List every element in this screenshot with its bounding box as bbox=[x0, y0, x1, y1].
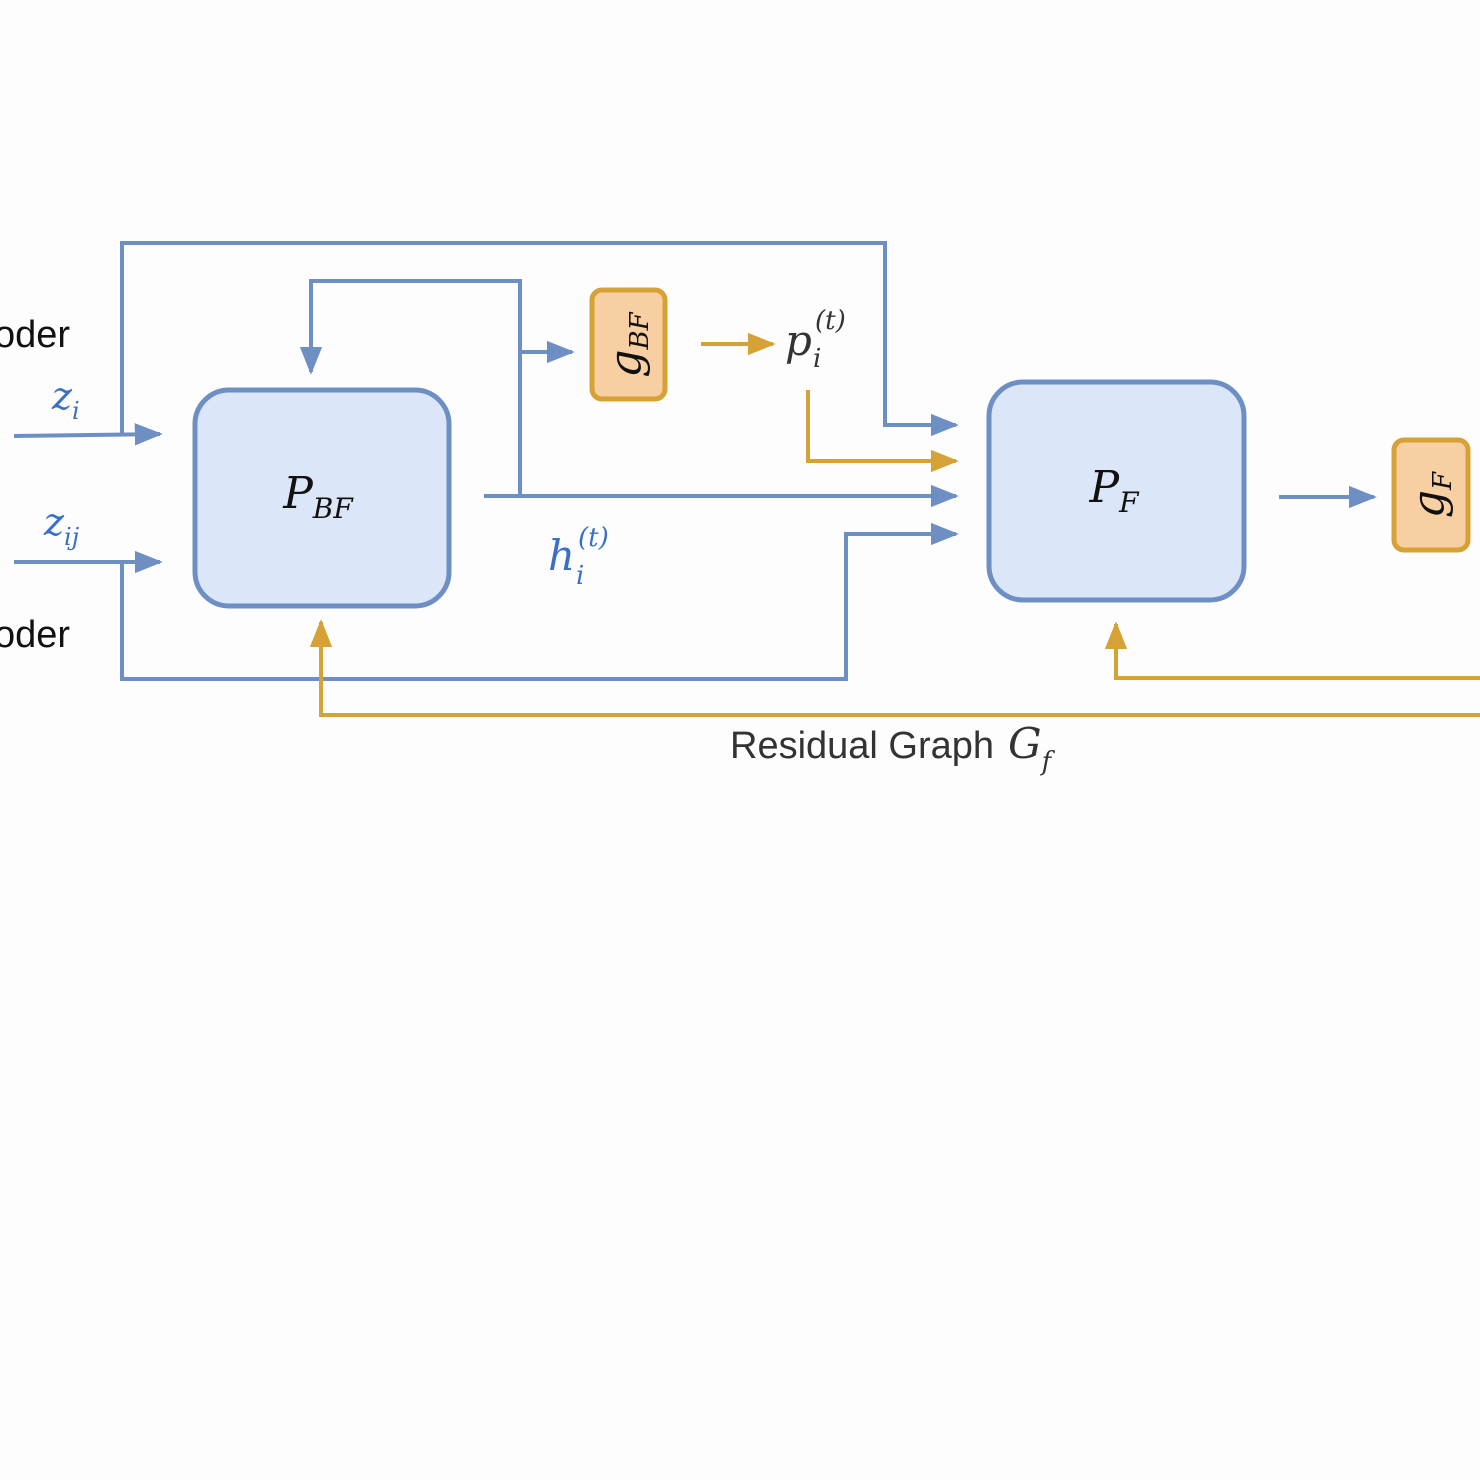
feedback-loop-line bbox=[299, 279, 522, 496]
top-bypass-line bbox=[120, 241, 959, 437]
z-i-input-arrow bbox=[13, 423, 163, 446]
svg-text:i: i bbox=[576, 561, 584, 591]
p-f-block bbox=[986, 379, 1247, 603]
residual-to-pbf-line bbox=[309, 619, 1480, 717]
svg-text:i: i bbox=[813, 344, 821, 374]
z-i-label: zi bbox=[51, 374, 80, 425]
z-ij-label: zij bbox=[43, 500, 80, 551]
h-i-label: h i (t) bbox=[548, 523, 609, 591]
svg-text:(t): (t) bbox=[815, 306, 846, 336]
encoder-label-top: oder bbox=[0, 314, 70, 356]
residual-to-pf-line bbox=[1104, 621, 1480, 680]
orange-connections bbox=[309, 332, 1480, 717]
blue-connections bbox=[13, 241, 1377, 681]
g-f-block bbox=[1391, 437, 1471, 553]
residual-graph-label: Residual Graph Gf bbox=[730, 719, 1056, 777]
p-bf-label: PBF bbox=[282, 468, 354, 525]
bottom-bypass-line bbox=[120, 522, 959, 681]
svg-text:(t): (t) bbox=[578, 523, 609, 553]
encoder-label-bottom: oder bbox=[0, 614, 70, 656]
g-bf-label: gBF bbox=[600, 311, 655, 377]
g-f-label: gF bbox=[1403, 471, 1458, 518]
g-bf-block bbox=[589, 287, 668, 402]
p-i-label: p i (t) bbox=[785, 306, 846, 374]
svg-text:h: h bbox=[548, 531, 575, 580]
svg-text:p: p bbox=[785, 316, 812, 365]
p-to-pf-line bbox=[806, 390, 959, 473]
p-f-label: PF bbox=[1088, 462, 1140, 519]
p-bf-block bbox=[192, 387, 452, 609]
